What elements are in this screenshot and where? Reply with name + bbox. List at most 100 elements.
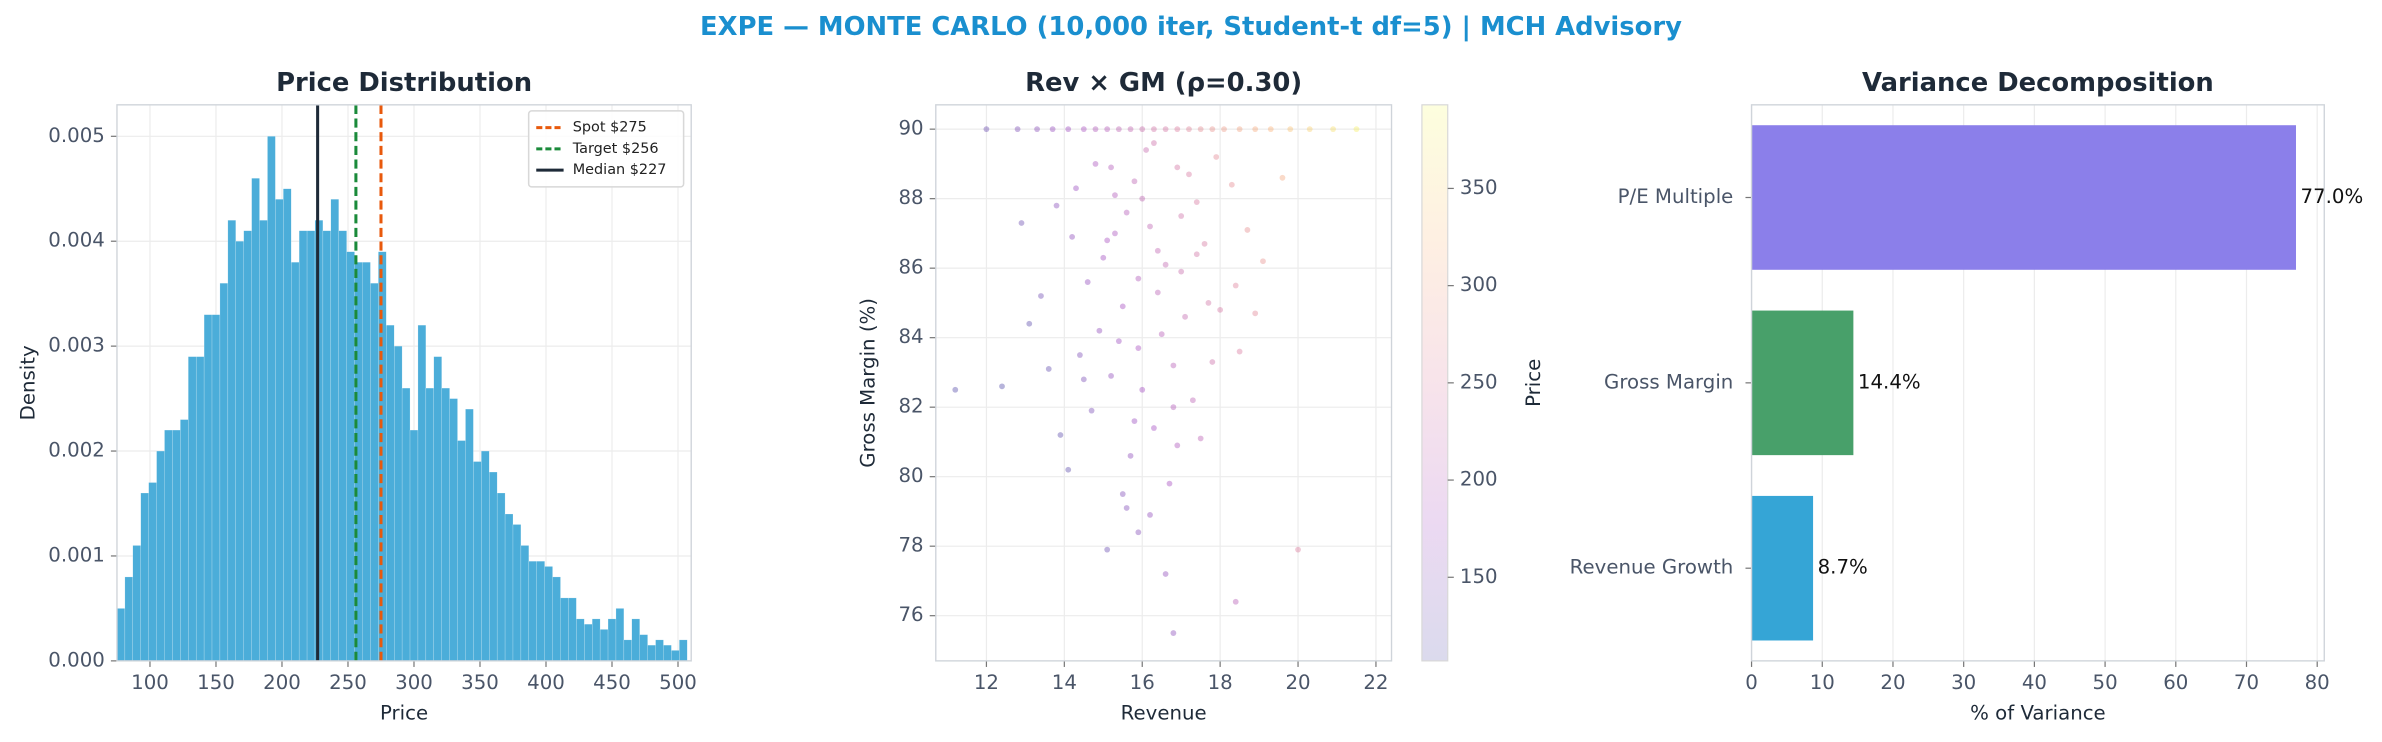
histogram-bar [457,440,466,662]
scatter-point [1330,126,1336,133]
histogram-bar [156,450,165,662]
histogram-bar [259,220,268,662]
scatter-point [1221,126,1227,133]
histogram-bar [528,561,537,662]
y-tick-label: 88 [899,186,924,209]
histogram-bar [552,576,561,662]
scatter-point [1193,251,1200,258]
scatter-point [1154,247,1161,254]
scatter-point [1131,418,1138,424]
scatter-point [1306,126,1313,133]
scatter-point [1162,261,1169,268]
histogram-bar [663,644,672,662]
y-tick-label: 90 [899,117,924,140]
scatter-point [1154,289,1161,296]
scatter-point [1139,126,1146,133]
histogram-bar [584,623,593,662]
scatter-point [1162,571,1169,577]
colorbar-tick-label: 300 [1460,273,1498,296]
x-tick-label: 16 [1130,671,1155,694]
scatter-point [1127,126,1134,133]
axes-frame [935,104,1393,662]
scatter-point [1213,154,1220,160]
scatter-point [952,386,959,393]
scatter-point [1186,126,1192,133]
scatter-point [1123,209,1130,216]
histogram-bar [322,230,332,662]
x-tick-label: 200 [263,671,301,694]
histogram-bar [607,618,617,662]
histogram-bar [219,282,229,662]
histogram-bar [615,608,625,662]
x-tick-label: 12 [974,671,999,694]
scatter-point [1088,407,1095,414]
bar [1751,310,1854,456]
histogram-bar [481,450,490,662]
histogram-bar [148,482,157,662]
subplot-title: Rev × GM (ρ=0.30) [1025,68,1302,98]
histogram-bar [291,262,300,662]
histogram-bar [655,639,664,662]
value-label: 8.7% [1818,556,1868,579]
colorbar-tick-label: 150 [1460,565,1498,588]
histogram-bar [251,178,260,662]
scatter-point [1018,220,1025,226]
scatter-point [1053,202,1060,209]
histogram-bar [164,429,173,662]
scatter-point [1139,386,1146,393]
x-tick-label: 350 [461,671,499,694]
histogram-bar [671,650,680,662]
scatter-point [1244,227,1251,233]
scatter-point [1073,185,1079,192]
scatter-point [1104,126,1111,133]
histogram-bar [306,230,316,662]
scatter-point [1279,174,1286,181]
scatter-point [1084,279,1091,285]
histogram-bar [409,429,419,662]
histogram-bar [338,230,347,662]
scatter-point [1158,331,1165,338]
axes-frame [1750,104,2325,662]
histogram-bar [623,639,632,662]
legend-label: Target $256 [572,141,659,157]
scatter-point [1034,126,1040,133]
histogram-bar [489,471,498,662]
y-tick-label: 78 [899,534,924,557]
x-tick-label: 60 [2163,671,2188,694]
y-tick-label: P/E Multiple [1618,185,1734,208]
scatter-point [1065,126,1072,133]
scatter-point [1065,466,1072,473]
scatter-point [1217,306,1224,313]
histogram-bar [386,324,395,662]
y-axis-label: Density [16,345,39,420]
y-axis-label: Gross Margin (%) [856,298,879,468]
histogram-bar [631,618,640,662]
y-tick-label: Gross Margin [1604,370,1733,393]
histogram-bar [346,251,355,662]
scatter-point [1287,126,1294,133]
scatter-point [1049,126,1056,133]
scatter-point [1295,546,1301,553]
scatter-point [1135,345,1142,351]
histogram-bar [362,262,371,662]
histogram-bar [512,524,522,662]
histogram-bar [599,629,609,662]
y-tick-label: 76 [899,603,924,626]
scatter-point [1080,376,1087,383]
y-tick-label: 82 [899,395,924,418]
scatter-point [1267,126,1274,133]
scatter-point [1014,126,1021,133]
histogram-bar [243,230,252,662]
histogram-bar [647,644,656,662]
histogram-bar [639,634,648,662]
histogram-bar [496,492,506,662]
scatter-point [1045,366,1052,372]
scatter-point [1170,362,1177,369]
histogram-bar [401,387,411,662]
bar [1751,495,1814,641]
scatter-point [1232,598,1239,605]
histogram-bar [465,408,474,662]
scatter-point [1189,397,1196,404]
scatter-point [1197,126,1204,133]
scatter-point [1236,348,1243,355]
